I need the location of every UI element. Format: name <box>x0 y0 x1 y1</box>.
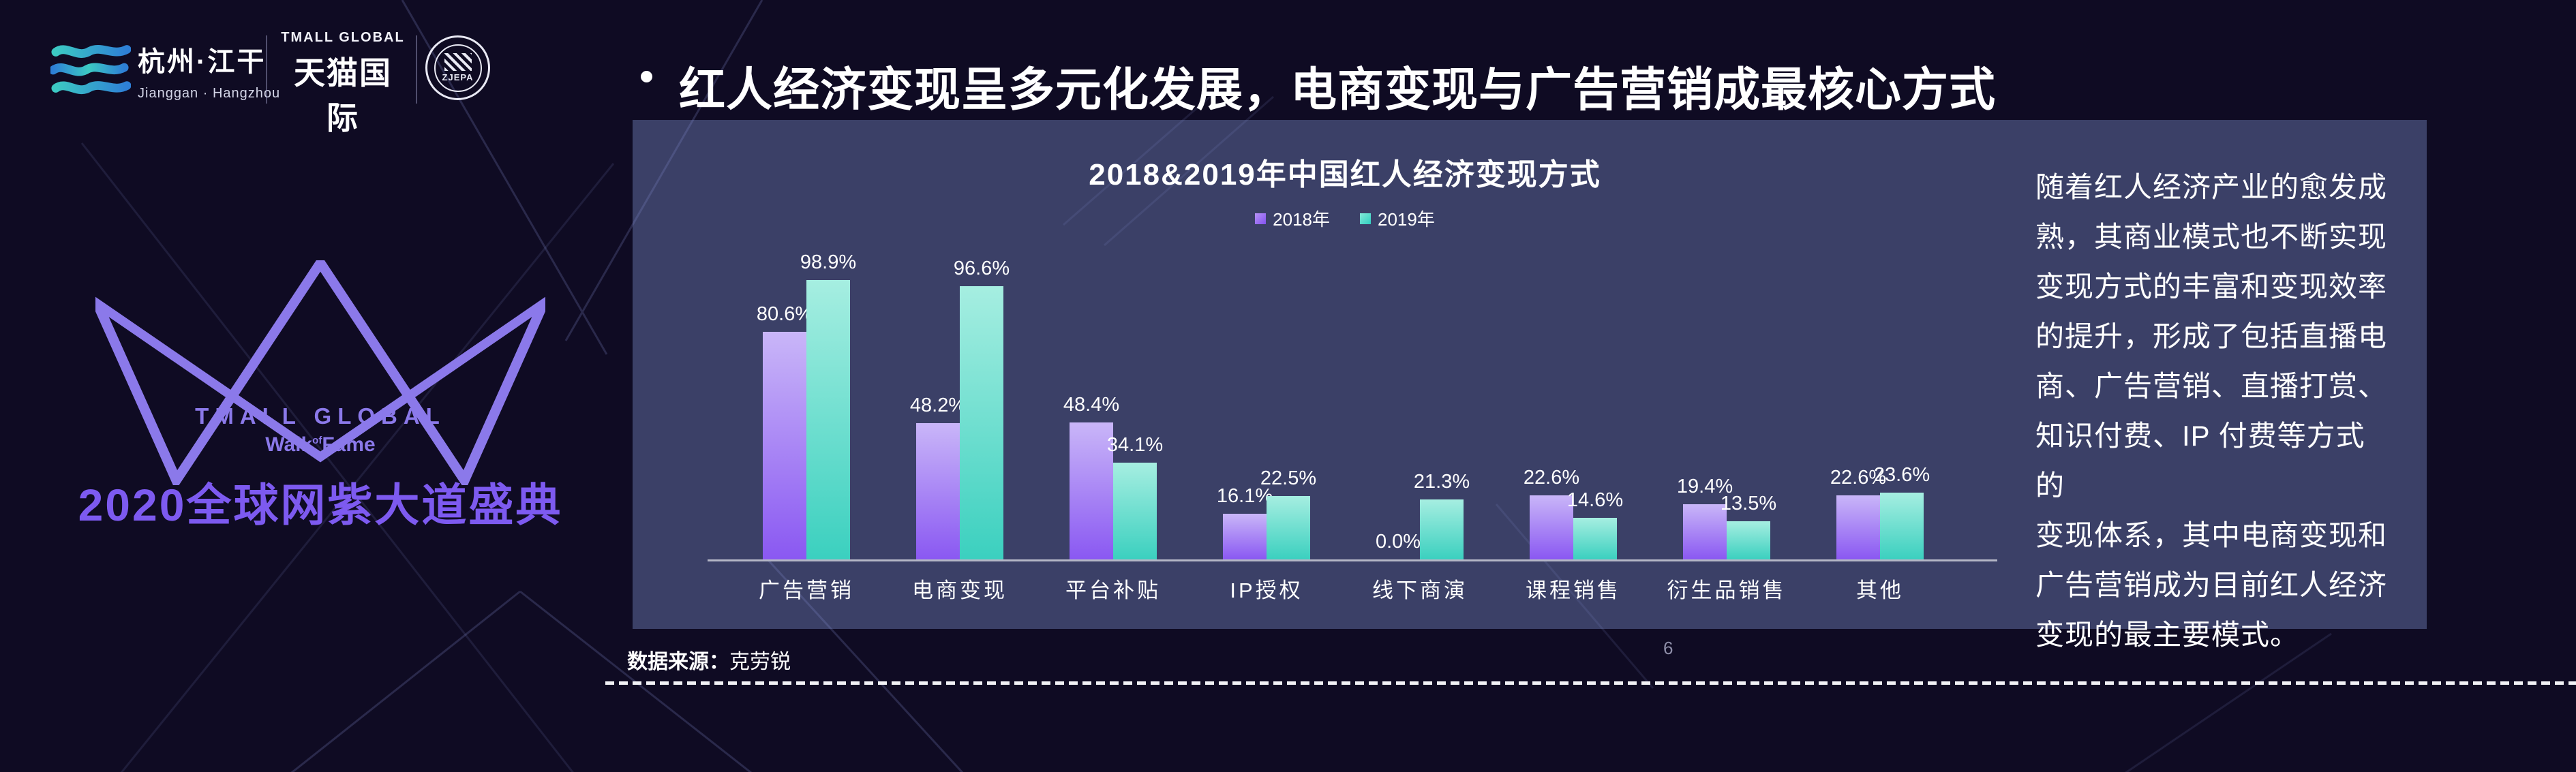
category-label: IP授权 <box>1230 578 1303 602</box>
bar-2019年-其他 <box>1880 493 1924 559</box>
event-title: 2020全球网紫大道盛典 <box>78 480 563 530</box>
bar-value-label: 80.6% <box>756 303 813 325</box>
category-label: 线下商演 <box>1372 578 1468 602</box>
zjepa-badge: ZJEPA <box>425 35 490 100</box>
bar-value-label: 19.4% <box>1676 476 1733 497</box>
page-title: 红人经济变现呈多元化发展，电商变现与广告营销成最核心方式 <box>679 64 1997 116</box>
x-axis-line <box>708 559 1997 561</box>
zjepa-badge-text: ZJEPA <box>442 72 474 82</box>
bar-value-label: 48.2% <box>909 395 967 416</box>
data-source-label: 数据来源： <box>627 651 729 673</box>
bar-value-label: 16.1% <box>1216 485 1273 507</box>
walk-of-fame-label: WalkofFame <box>95 433 545 457</box>
tmall-global-logo: TMALL GLOBAL 天猫国际 <box>278 30 408 138</box>
bar-2018年-广告营销 <box>763 332 806 559</box>
bar-2018年-课程销售 <box>1530 495 1573 559</box>
analysis-note: 随着红人经济产业的愈发成 熟，其商业模式也不断实现 变现方式的丰富和变现效率 的… <box>2035 171 2388 651</box>
bar-2018年-其他 <box>1836 495 1880 559</box>
bar-2018年-IP授权 <box>1223 514 1267 559</box>
walk-of-fame-crown-icon <box>86 253 555 491</box>
logo-divider <box>416 35 417 104</box>
tmall-cn-name: 天猫国际 <box>294 55 392 136</box>
fame-text: Fame <box>322 433 376 456</box>
bar-value-label: 34.1% <box>1106 434 1164 456</box>
chart-title: 2018&2019年中国红人经济变现方式 <box>1089 158 1601 191</box>
bar-value-label: 14.6% <box>1566 489 1624 511</box>
bar-value-label: 22.6% <box>1523 467 1580 489</box>
page-number: 6 <box>1663 638 1673 658</box>
legend-swatch-2019-icon <box>1360 213 1371 224</box>
bar-2019年-衍生品销售 <box>1727 521 1770 559</box>
bar-2019年-广告营销 <box>806 280 850 559</box>
bar-value-label: 22.6% <box>1830 467 1887 489</box>
bar-2019年-平台补贴 <box>1113 463 1157 559</box>
bar-2019年-IP授权 <box>1267 496 1310 559</box>
category-label: 课程销售 <box>1526 578 1621 602</box>
zjepa-stripes-icon <box>444 53 472 71</box>
bar-2019年-电商变现 <box>960 286 1003 559</box>
footer-dashed-divider <box>605 681 2576 685</box>
legend-item-2018: 2018年 <box>1255 206 1330 231</box>
legend-swatch-2018-icon <box>1255 213 1267 224</box>
legend-label-2019: 2019年 <box>1378 209 1435 230</box>
jianggan-wave-icon <box>50 44 131 95</box>
walk-text: Walk <box>265 433 313 456</box>
category-label: 平台补贴 <box>1065 578 1161 602</box>
data-source: 数据来源：克劳锐 <box>627 645 791 675</box>
bar-value-label: 98.9% <box>800 251 857 273</box>
zjepa-badge-emblem: ZJEPA <box>434 44 482 92</box>
heading-bullet-icon <box>641 71 652 82</box>
category-label: 衍生品销售 <box>1667 578 1787 602</box>
bar-value-label: 48.4% <box>1063 394 1120 416</box>
of-text: of <box>312 435 322 446</box>
jianggan-title: 杭州·江干 <box>138 47 267 77</box>
logo-divider <box>266 35 267 104</box>
bar-2019年-课程销售 <box>1573 518 1617 559</box>
bar-2018年-衍生品销售 <box>1683 504 1727 559</box>
bar-2019年-线下商演 <box>1420 499 1464 559</box>
bar-2018年-平台补贴 <box>1070 422 1113 559</box>
category-label: 广告营销 <box>759 578 854 602</box>
data-source-value: 克劳锐 <box>729 651 791 673</box>
crown-brand-label: TMALL GLOBAL <box>195 403 446 429</box>
tmall-global-label: TMALL GLOBAL <box>281 30 405 45</box>
chart-panel-content: 2018&2019年中国红人经济变现方式 2018年 2019年 80.6% 98… <box>633 120 2427 651</box>
bar-value-label: 13.5% <box>1720 493 1777 514</box>
chart-legend: 2018年 2019年 <box>633 206 2057 231</box>
bar-2018年-电商变现 <box>916 423 960 559</box>
legend-label-2018: 2018年 <box>1273 209 1330 230</box>
bar-value-label: 22.5% <box>1260 467 1317 489</box>
legend-item-2019: 2019年 <box>1360 206 1435 231</box>
category-label: 其他 <box>1856 578 1904 602</box>
bar-value-label: 23.6% <box>1873 464 1930 486</box>
bar-value-label: 0.0% <box>1375 531 1421 553</box>
jianggan-subtitle: Jianggan · Hangzhou <box>138 86 281 101</box>
bar-value-label: 21.3% <box>1413 471 1470 493</box>
jianggan-logo: 杭州·江干 Jianggan · Hangzhou <box>138 40 280 102</box>
category-label: 电商变现 <box>912 578 1007 602</box>
bar-value-label: 96.6% <box>953 258 1010 279</box>
